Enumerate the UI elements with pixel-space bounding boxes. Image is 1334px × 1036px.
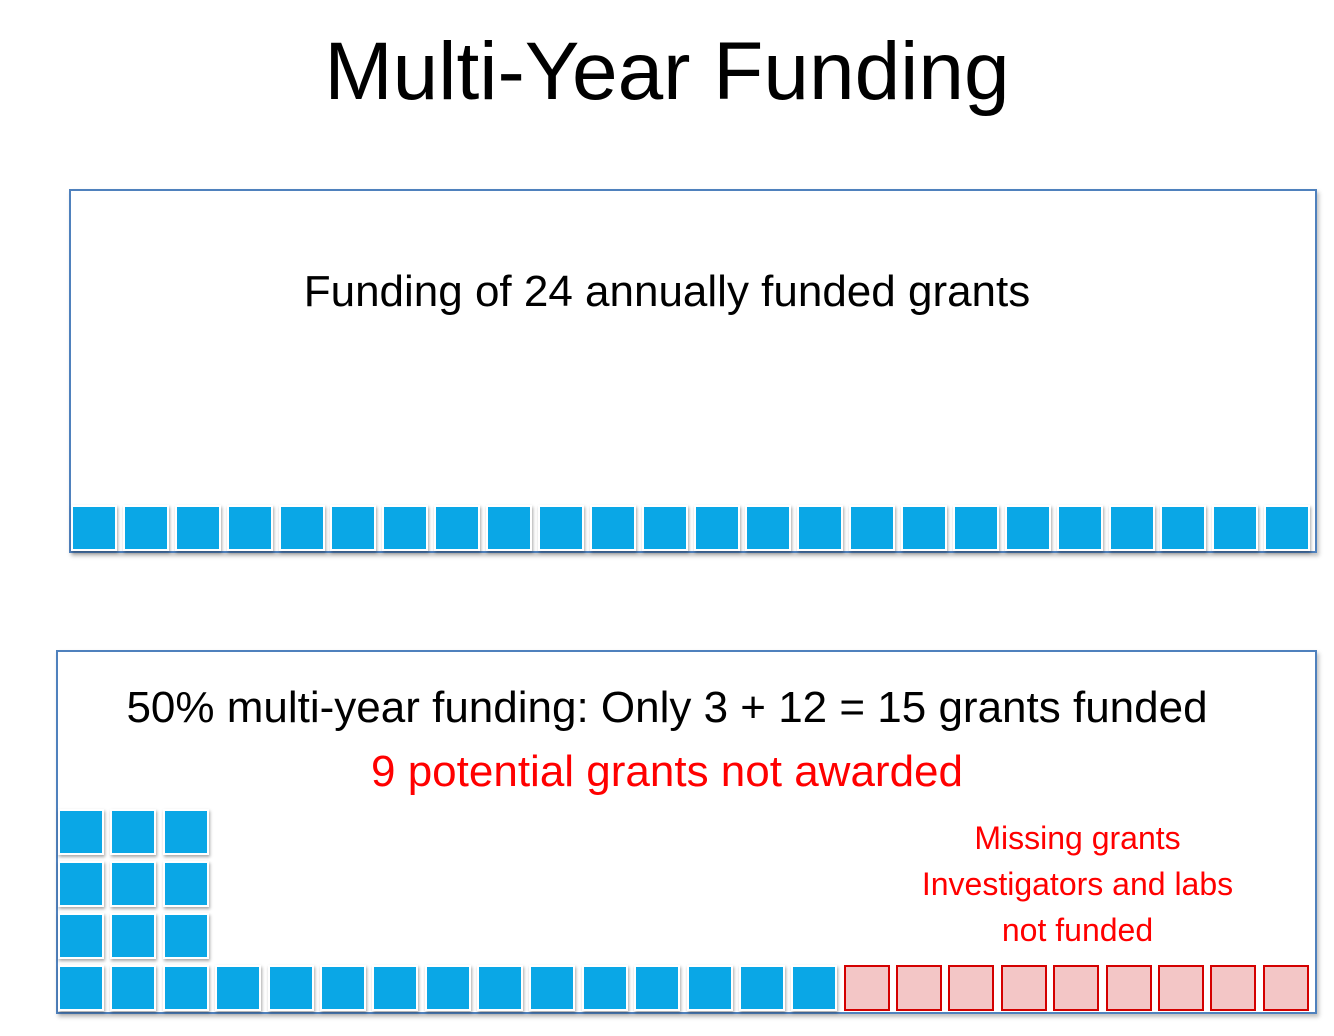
multi-year-grant-block	[58, 913, 104, 959]
annual-grant-block	[745, 505, 791, 551]
missing-grants-note: Missing grants Investigators and labs no…	[880, 815, 1275, 953]
annual-funding-caption: Funding of 24 annually funded grants	[303, 267, 1031, 316]
missing-note-line-1: Missing grants	[974, 820, 1181, 856]
annual-grant-block	[953, 505, 999, 551]
annual-grant-block	[434, 505, 480, 551]
missing-grant-block	[1210, 965, 1256, 1011]
annual-grant-block	[279, 505, 325, 551]
annual-funding-panel	[69, 189, 1317, 553]
annual-grant-block	[791, 965, 837, 1011]
multi-year-funding-panel	[56, 650, 1317, 1014]
annual-grant-block	[901, 505, 947, 551]
annual-grant-block	[330, 505, 376, 551]
missing-grant-block	[1263, 965, 1309, 1011]
annual-grant-block	[215, 965, 261, 1011]
annual-grant-block	[486, 505, 532, 551]
annual-grant-block	[382, 505, 428, 551]
annual-grant-block	[634, 965, 680, 1011]
missing-grant-block	[1001, 965, 1047, 1011]
missing-grant-block	[1158, 965, 1204, 1011]
multi-year-grant-block	[163, 965, 209, 1011]
page-title: Multi-Year Funding	[324, 26, 1010, 117]
annual-grant-block	[372, 965, 418, 1011]
annual-grant-block	[1212, 505, 1258, 551]
annual-grant-block	[1109, 505, 1155, 551]
annual-grant-block	[268, 965, 314, 1011]
annual-grant-block	[425, 965, 471, 1011]
missing-note-line-3: not funded	[1001, 912, 1154, 948]
multi-year-grant-block	[110, 809, 156, 855]
annual-grant-block	[1264, 505, 1310, 551]
annual-grant-block	[739, 965, 785, 1011]
annual-grant-block	[642, 505, 688, 551]
multi-year-grant-block	[110, 965, 156, 1011]
multi-year-grant-block	[58, 809, 104, 855]
annual-grant-block	[694, 505, 740, 551]
multi-year-grant-block	[163, 861, 209, 907]
not-awarded-caption: 9 potential grants not awarded	[371, 747, 963, 796]
multi-year-grant-block	[163, 809, 209, 855]
annual-grant-block	[1005, 505, 1051, 551]
missing-note-line-2: Investigators and labs	[921, 866, 1234, 902]
missing-grant-block	[896, 965, 942, 1011]
annual-grant-block	[1057, 505, 1103, 551]
annual-grant-block	[477, 965, 523, 1011]
annual-grant-block	[797, 505, 843, 551]
annual-grant-block	[320, 965, 366, 1011]
annual-grant-block	[687, 965, 733, 1011]
annual-grant-block	[529, 965, 575, 1011]
multi-year-grant-block	[58, 965, 104, 1011]
annual-grant-block	[175, 505, 221, 551]
missing-grant-block	[948, 965, 994, 1011]
missing-grant-block	[1106, 965, 1152, 1011]
annual-grant-block	[849, 505, 895, 551]
missing-grant-block	[1053, 965, 1099, 1011]
annual-grant-block	[590, 505, 636, 551]
multi-year-grant-block	[110, 913, 156, 959]
annual-grant-block	[582, 965, 628, 1011]
annual-grant-block	[538, 505, 584, 551]
multi-year-grant-block	[163, 913, 209, 959]
multi-year-funding-caption: 50% multi-year funding: Only 3 + 12 = 15…	[126, 683, 1208, 732]
annual-grant-block	[1160, 505, 1206, 551]
multi-year-grant-block	[110, 861, 156, 907]
multi-year-grant-block	[58, 861, 104, 907]
annual-grant-block	[123, 505, 169, 551]
annual-grant-block	[227, 505, 273, 551]
annual-grant-block	[71, 505, 117, 551]
missing-grant-block	[844, 965, 890, 1011]
